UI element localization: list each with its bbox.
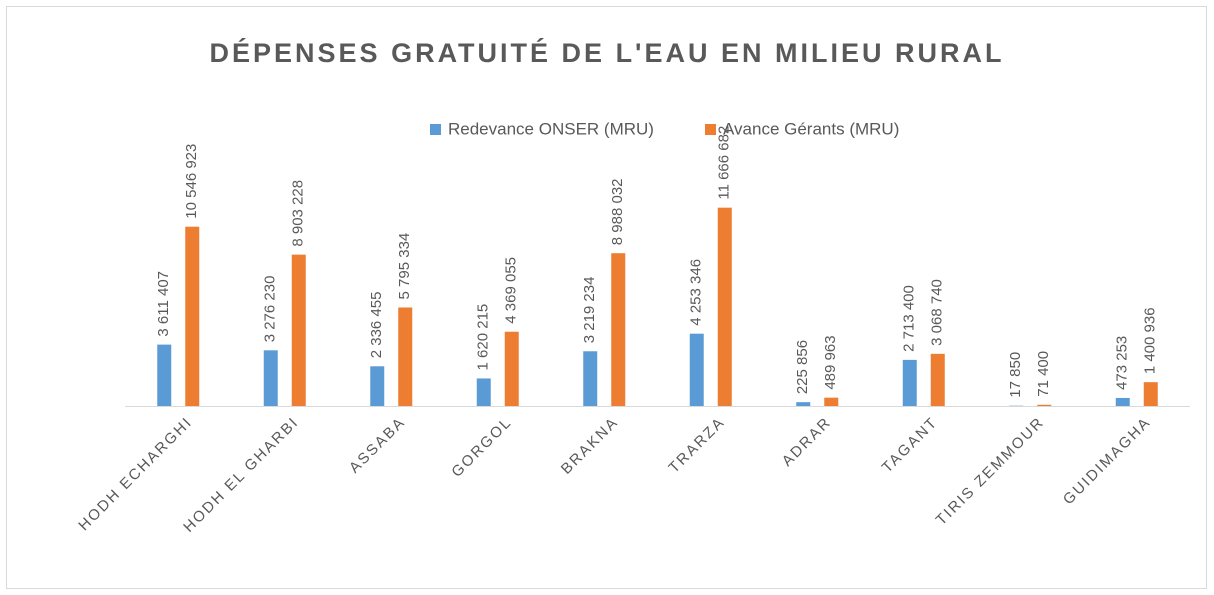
data-label: 3 276 230 <box>262 276 279 343</box>
bar <box>583 351 598 406</box>
legend-swatch <box>430 124 441 135</box>
bar <box>1143 382 1158 406</box>
chart-title: DÉPENSES GRATUITÉ DE L'EAU EN MILIEU RUR… <box>210 37 1005 68</box>
data-label: 8 988 032 <box>609 178 626 245</box>
legend-label: Avance Gérants (MRU) <box>723 119 899 138</box>
bar <box>796 402 811 406</box>
data-label: 489 963 <box>822 335 839 389</box>
bar <box>263 350 278 406</box>
data-label: 473 253 <box>1114 336 1131 390</box>
data-label: 4 369 055 <box>503 257 520 324</box>
bar <box>476 378 491 406</box>
data-label: 10 546 923 <box>183 144 200 219</box>
bar <box>1037 404 1052 406</box>
bar <box>611 253 626 406</box>
data-label: 17 850 <box>1007 352 1024 398</box>
bar <box>398 307 413 406</box>
bar <box>291 254 306 406</box>
bar <box>930 353 945 406</box>
data-label: 3 219 234 <box>581 277 598 344</box>
data-label: 11 666 682 <box>716 126 733 200</box>
bar <box>157 344 172 406</box>
bar <box>824 397 839 406</box>
data-label: 2 713 400 <box>901 285 918 352</box>
legend-label: Redevance ONSER (MRU) <box>448 119 654 138</box>
data-label: 3 611 407 <box>155 271 172 337</box>
bar <box>902 359 917 406</box>
data-label: 4 253 346 <box>688 259 705 326</box>
data-label: 2 336 455 <box>368 292 385 359</box>
data-label: 5 795 334 <box>396 233 413 300</box>
legend-swatch <box>705 124 716 135</box>
bar <box>689 333 704 406</box>
bar <box>1115 397 1130 406</box>
bar <box>717 207 732 406</box>
data-label: 1 620 215 <box>475 304 492 371</box>
chart-border <box>6 6 1207 589</box>
data-label: 225 856 <box>794 340 811 394</box>
bar <box>185 226 200 406</box>
data-label: 8 903 228 <box>290 180 307 247</box>
bar <box>370 366 385 406</box>
data-label: 3 068 740 <box>929 279 946 346</box>
data-label: 1 400 936 <box>1142 307 1159 374</box>
bar <box>504 331 519 406</box>
data-label: 71 400 <box>1035 351 1052 397</box>
